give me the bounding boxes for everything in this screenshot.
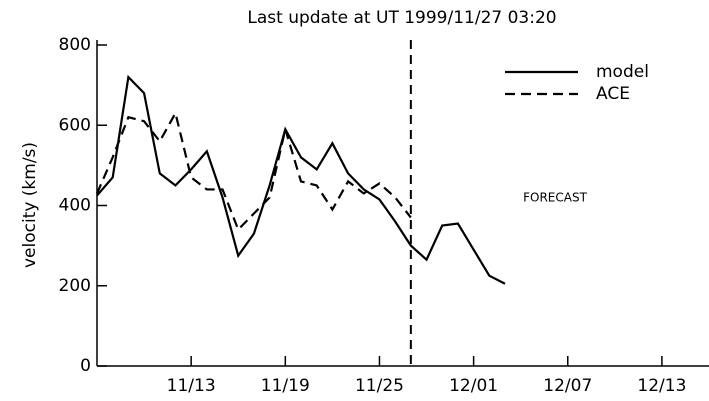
y-tick-label: 400 [59,196,91,216]
y-tick-label: 200 [59,276,91,296]
x-tick-label: 12/13 [637,376,686,396]
x-tick-label: 12/07 [543,376,592,396]
legend-label: ACE [596,84,630,104]
x-tick-label: 11/19 [261,376,310,396]
legend-label: model [596,62,649,82]
chart-title: Last update at UT 1999/11/27 03:20 [247,8,556,28]
x-tick-label: 11/13 [167,376,216,396]
x-tick-label: 12/01 [449,376,498,396]
y-axis-label: velocity (km/s) [20,142,40,268]
y-tick-label: 0 [80,356,91,376]
series-line [96,74,506,285]
y-tick-label: 600 [59,115,91,135]
y-tick-label: 800 [59,35,91,55]
series-line [95,110,412,232]
x-tick-label: 11/25 [355,376,404,396]
annotation: FORECAST [523,191,587,205]
